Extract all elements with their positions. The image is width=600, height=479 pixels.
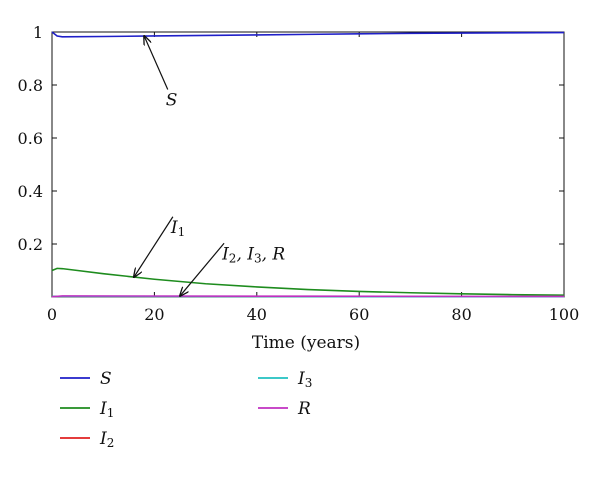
x-tick-label: 40 xyxy=(247,305,267,324)
y-tick-label: 0.8 xyxy=(18,76,43,95)
legend-label: I3 xyxy=(297,369,312,390)
y-tick-label: 0.2 xyxy=(18,235,43,254)
x-tick-label: 0 xyxy=(47,305,57,324)
annotation-layer: S I1 I2, I3, R xyxy=(134,36,285,296)
x-tick-label: 80 xyxy=(451,305,471,324)
y-axis: 0.2 0.4 0.6 0.8 1 xyxy=(18,23,564,254)
x-tick-label: 20 xyxy=(144,305,164,324)
series-line-s xyxy=(51,31,565,38)
annotation-arrow xyxy=(144,36,169,90)
y-tick-label: 1 xyxy=(33,23,43,42)
x-axis: 0 20 40 60 80 100 xyxy=(47,32,579,324)
x-axis-label: Time (years) xyxy=(252,333,360,353)
y-tick-label: 0.4 xyxy=(18,182,43,201)
annotation-label: I2, I3, R xyxy=(221,244,285,265)
legend-label: I2 xyxy=(99,429,114,450)
plot-area xyxy=(51,31,565,298)
series-line-r xyxy=(51,295,565,298)
annotation-arrow xyxy=(180,242,225,296)
legend-label: S xyxy=(100,369,112,389)
x-tick-label: 60 xyxy=(349,305,369,324)
legend-label: R xyxy=(297,399,311,419)
x-tick-label: 100 xyxy=(549,305,580,324)
annotation-label: I1 xyxy=(170,218,185,239)
y-tick-label: 0.6 xyxy=(18,129,43,148)
annotation-label: S xyxy=(166,91,178,111)
legend-label: I1 xyxy=(99,399,114,420)
series-line-i1 xyxy=(51,267,565,296)
legend: S I3 I1 R I2 xyxy=(60,369,312,450)
annotation-arrow xyxy=(134,216,174,277)
